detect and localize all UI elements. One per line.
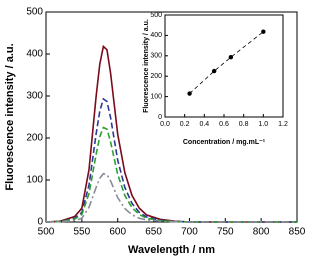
y-tick-label: 0 [37,217,43,228]
x-tick-label: 650 [145,227,162,238]
y-tick-label: 400 [26,49,43,60]
y-tick-label: 100 [150,93,162,100]
y-tick-label: 500 [26,7,43,18]
chart: 500 550 600 650 700 750 800 850 0 100 200 300 400 500… [4,7,305,256]
x-tick-label: 600 [109,227,126,238]
x-tick-label: 0.6 [219,121,229,128]
x-axis-title: Wavelength / nm [128,244,215,256]
series-line [45,172,297,223]
point [261,29,266,34]
y-tick-label: 300 [26,91,43,102]
series-line [45,126,297,223]
y-tick-label: 200 [150,73,162,80]
x-tick-label: 850 [289,227,305,238]
x-tick-label: 750 [217,227,234,238]
y-tick-label: 200 [26,133,43,144]
y-axis-title: Fluorescence intensity / a.u. [143,19,150,113]
y-tick-label: 400 [150,32,162,39]
x-tick-label: 800 [253,227,270,238]
plot-frame [164,14,284,118]
x-tick-label: 0.0 [160,121,170,128]
y-tick-label: 300 [150,53,162,60]
point [211,68,217,74]
x-axis-title: Concentration / mg.mL⁻¹ [183,139,266,146]
x-tick-label: 550 [74,227,91,238]
point [187,91,192,96]
y-tick-label: 0 [158,114,162,121]
x-tick-label: 1.2 [278,121,288,128]
series-line [189,31,264,94]
x-tick-label: 1.0 [258,121,268,128]
x-tick-label: 700 [181,227,198,238]
x-tick-label: 500 [38,227,55,238]
y-tick-label: 100 [26,175,43,186]
x-tick-label: 0.4 [199,121,209,128]
y-tick-label: 500 [150,12,162,19]
x-tick-label: 0.2 [180,121,190,128]
x-tick-label: 0.8 [239,121,249,128]
series-line [45,97,297,223]
y-axis-title: Fluorescence intensity / a.u. [4,43,16,190]
point [228,55,234,60]
